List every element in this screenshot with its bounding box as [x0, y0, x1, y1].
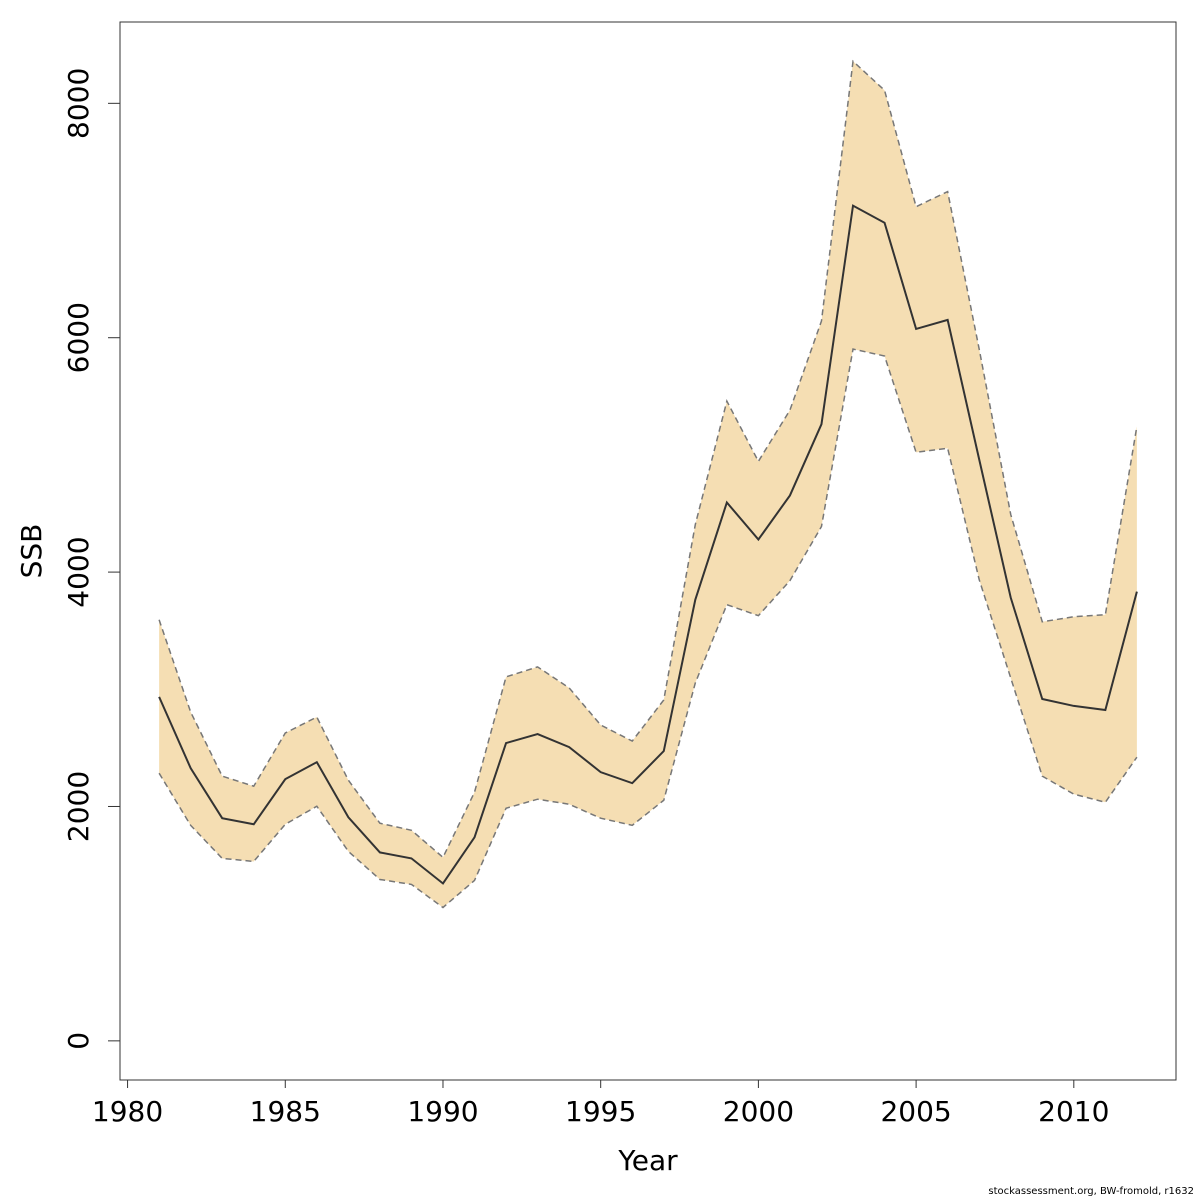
- x-tick-label: 1985: [250, 1095, 321, 1128]
- confidence-band: [159, 61, 1137, 908]
- ssb-line: [158, 204, 1138, 885]
- x-tick-label: 1995: [565, 1095, 636, 1128]
- x-tick-label: 2000: [723, 1095, 794, 1128]
- x-tick-label: 2010: [1038, 1095, 1109, 1128]
- upper-bound: [158, 59, 1138, 859]
- y-axis-label: SSB: [15, 524, 48, 579]
- y-tick-label: 8000: [62, 68, 95, 139]
- caption: stockassessment.org, BW-fromold, r1632: [988, 1186, 1194, 1197]
- y-tick-label: 2000: [62, 771, 95, 842]
- x-tick-label: 2005: [880, 1095, 951, 1128]
- y-tick-label: 0: [62, 1032, 95, 1050]
- y-tick-label: 4000: [62, 536, 95, 607]
- lower-bound: [158, 348, 1138, 909]
- x-tick-label: 1980: [92, 1095, 163, 1128]
- x-tick-label: 1990: [407, 1095, 478, 1128]
- x-axis-label: Year: [617, 1144, 678, 1177]
- y-tick-label: 6000: [62, 302, 95, 373]
